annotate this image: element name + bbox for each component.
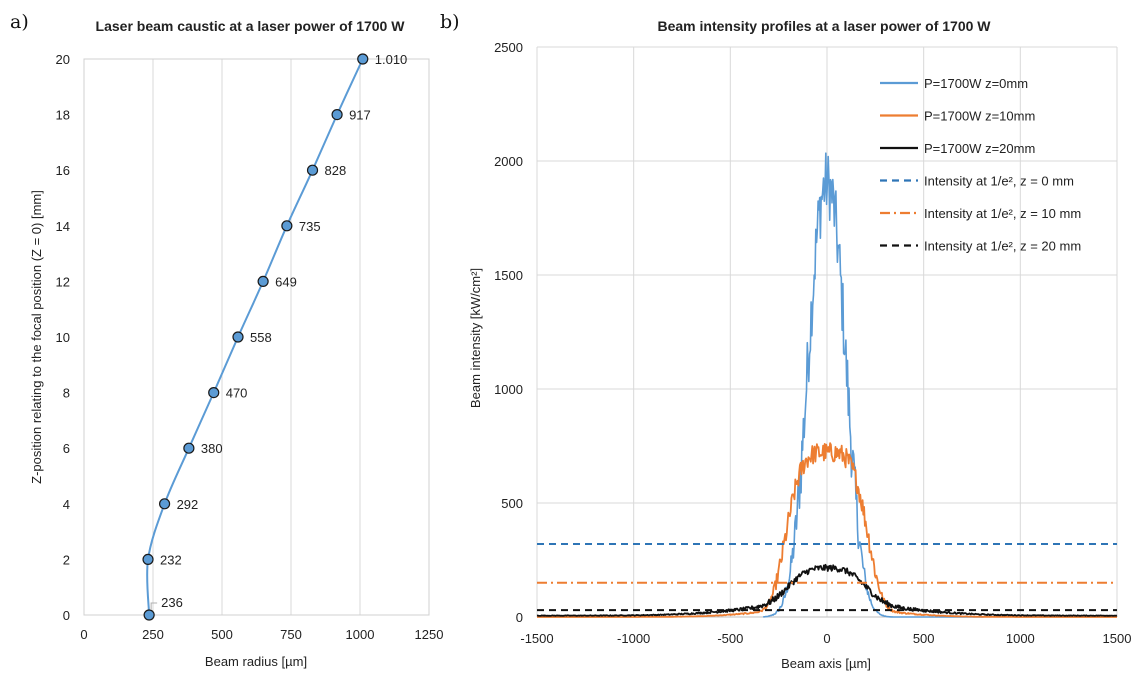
caustic-x-tick: 750 [280, 627, 302, 642]
caustic-markers [142, 53, 369, 621]
caustic-x-tick: 500 [211, 627, 233, 642]
intensity-x-axis-label: Beam axis [µm] [781, 656, 871, 671]
caustic-data-label: 236 [161, 595, 183, 610]
caustic-y-tick: 20 [56, 52, 70, 67]
intensity-profile-line [763, 152, 984, 618]
caustic-y-tick: 0 [63, 608, 70, 623]
legend-entry: P=1700W z=20mm [924, 141, 1035, 156]
intensity-x-tick: 500 [913, 631, 935, 646]
legend-entry: P=1700W z=0mm [924, 76, 1028, 91]
caustic-y-tick: 6 [63, 441, 70, 456]
caustic-y-tick: 2 [63, 552, 70, 567]
caustic-point [306, 164, 319, 176]
legend-entry: Intensity at 1/e², z = 10 mm [924, 206, 1081, 221]
caustic-data-label: 380 [201, 441, 223, 456]
intensity-x-tick: 0 [823, 631, 830, 646]
caustic-y-axis-label: Z-position relating to the focal positio… [29, 190, 44, 484]
intensity-y-tick: 1000 [494, 382, 523, 397]
caustic-x-tick: 1250 [415, 627, 444, 642]
caustic-point [257, 275, 269, 287]
legend-entry: Intensity at 1/e², z = 20 mm [924, 239, 1081, 254]
caustic-data-label: 828 [325, 163, 347, 178]
caustic-point [158, 498, 171, 510]
legend-entry: P=1700W z=10mm [924, 109, 1035, 124]
caustic-data-label: 558 [250, 330, 272, 345]
intensity-y-tick: 0 [516, 610, 523, 625]
caustic-y-tick: 16 [56, 163, 70, 178]
caustic-data-label: 1.010 [375, 52, 408, 67]
caustic-point [183, 442, 195, 454]
caustic-data-label: 649 [275, 274, 297, 289]
intensity-y-tick: 1500 [494, 268, 523, 283]
caustic-point [208, 387, 220, 399]
intensity-legend: P=1700W z=0mm P=1700W z=10mm P=1700W z=20m… [880, 76, 1081, 254]
intensity-y-tick-labels: 0 500 1000 1500 2000 2500 [494, 40, 523, 625]
intensity-x-tick: -500 [717, 631, 743, 646]
intensity-x-tick: 1500 [1103, 631, 1132, 646]
panel-a-label: a) [10, 11, 29, 33]
caustic-point [142, 553, 154, 566]
caustic-x-tick: 1000 [346, 627, 375, 642]
caustic-chart-title: Laser beam caustic at a laser power of 1… [96, 18, 406, 34]
caustic-data-label: 292 [177, 497, 199, 512]
intensity-gridlines [536, 46, 1118, 618]
caustic-y-tick: 10 [56, 330, 70, 345]
caustic-y-tick: 12 [56, 274, 70, 289]
caustic-y-tick-labels: 0 2 4 6 8 10 12 14 16 18 20 [56, 52, 70, 623]
intensity-profile-line [536, 563, 1118, 617]
caustic-x-tick: 250 [142, 627, 164, 642]
caustic-y-tick: 8 [63, 386, 70, 401]
intensity-x-tick-labels: -1500 -1000 -500 0 500 1000 1500 [520, 631, 1131, 646]
legend-entry: Intensity at 1/e², z = 0 mm [924, 174, 1074, 189]
caustic-chart: Laser beam caustic at a laser power of 1… [29, 18, 443, 669]
caustic-point [281, 220, 293, 232]
caustic-plot-area [83, 58, 430, 616]
intensity-series [536, 152, 1118, 618]
caustic-x-axis-label: Beam radius [µm] [205, 654, 307, 669]
intensity-x-tick: 1000 [1006, 631, 1035, 646]
intensity-chart-title: Beam intensity profiles at a laser power… [658, 18, 992, 34]
caustic-y-tick: 4 [63, 497, 70, 512]
intensity-y-tick: 500 [501, 496, 523, 511]
caustic-y-tick: 18 [56, 108, 70, 123]
intensity-y-axis-label: Beam intensity [kW/cm²] [468, 268, 483, 408]
caustic-point [331, 108, 343, 121]
intensity-y-tick: 2500 [494, 40, 523, 55]
caustic-label-leader [150, 602, 158, 610]
caustic-data-label: 232 [160, 552, 182, 567]
caustic-y-tick: 14 [56, 219, 70, 234]
caustic-point [143, 609, 155, 621]
intensity-x-tick: -1000 [617, 631, 650, 646]
caustic-x-tick: 0 [80, 627, 87, 642]
caustic-data-label: 470 [226, 386, 248, 401]
caustic-data-label: 735 [299, 219, 321, 234]
caustic-x-tick-labels: 0 250 500 750 1000 1250 [80, 627, 443, 642]
intensity-y-tick: 2000 [494, 154, 523, 169]
caustic-point [232, 331, 244, 343]
intensity-chart: Beam intensity profiles at a laser power… [468, 18, 1131, 671]
panel-b-label: b) [440, 11, 460, 33]
caustic-point [357, 53, 369, 65]
intensity-profile-line [536, 442, 1118, 618]
caustic-data-labels: 236 232 292 380 470 558 649 735 828 917 1.010 [150, 52, 408, 610]
caustic-data-label: 917 [349, 108, 371, 123]
intensity-x-tick: -1500 [520, 631, 553, 646]
